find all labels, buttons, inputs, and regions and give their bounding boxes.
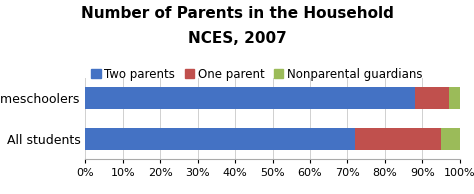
Bar: [355, 127, 441, 150]
Bar: [85, 87, 415, 109]
Text: Number of Parents in the Household: Number of Parents in the Household: [81, 6, 393, 21]
Bar: [448, 87, 460, 109]
Bar: [415, 87, 448, 109]
Bar: [85, 127, 355, 150]
Text: NCES, 2007: NCES, 2007: [188, 31, 286, 46]
Legend: Two parents, One parent, Nonparental guardians: Two parents, One parent, Nonparental gua…: [91, 68, 422, 81]
Bar: [441, 127, 460, 150]
